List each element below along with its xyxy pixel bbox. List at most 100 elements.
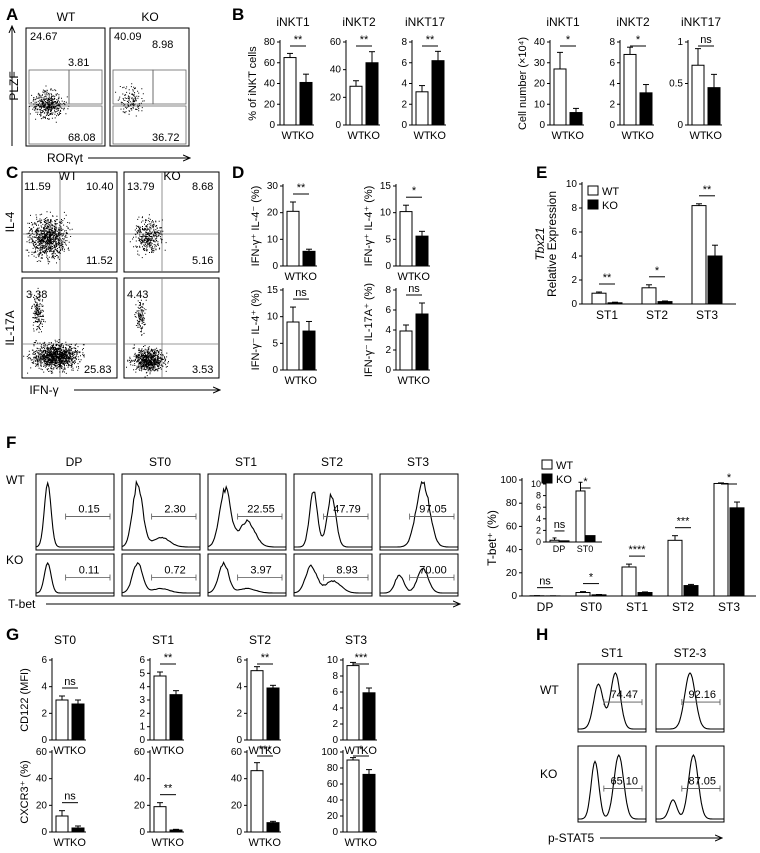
legend-label-ko: KO [556,474,572,486]
y-tick-label: 60 [330,37,342,48]
bar-ko [169,829,183,833]
bar-ko [639,92,653,126]
y-tick-label: 60 [327,779,339,790]
y-axis-label: Cell number (×10⁴) [517,37,529,130]
x-tick-label: KO [70,837,86,849]
x-tick-label: KO [361,837,377,849]
panel-f-row-wt: WT [6,473,25,487]
histogram-curve [35,480,114,548]
histogram-wt-st3: 97.05 [379,473,459,551]
y-tick-label: 40 [327,795,339,806]
significance-label: ** [360,34,369,46]
y-tick-label: 10 [267,234,279,245]
y-tick-label: 2 [139,708,145,719]
bar-wt-st3 [713,482,729,597]
y-tick-label: 4 [385,325,391,336]
significance-label: ** [297,182,306,194]
panel-c-ko-top-ur: 8.68 [192,181,213,193]
y-tick-label: 6 [139,655,145,666]
bar-chart-panel-b-4: 0 2 4 6 8 WT KO * iNKT2 [609,15,654,142]
bar-chart-panel-g-12: 0 2 4 6 WT KO ns ST0 CD122 (MFI) [19,633,86,757]
histogram-ko-st3: 70.00 [379,553,459,597]
y-tick-label: 5 [385,234,391,245]
bar-wt [623,53,637,126]
inset-bar-wt-dp [549,539,560,543]
bar-ko [71,703,85,741]
panel-c-wt-top-ur: 10.40 [86,181,114,193]
x-tick-label: KO [168,745,184,757]
y-tick-label: 8 [609,37,615,48]
y-tick-label: 20 [506,568,518,579]
panel-c-ko-bottom-lr: 3.53 [192,364,213,376]
x-tick-label: KO [568,130,584,142]
y-tick-label: 30 [534,58,546,69]
bar-chart-panel-f-11: 020406080100DPnsST0*ST1****ST2***ST3*T-b… [485,459,756,614]
panel-c-wt-bottom-plot [21,277,118,379]
bar-wt [399,211,413,267]
bar-wt [153,806,167,833]
y-tick-label: 20 [267,208,279,219]
y-tick-label: 40 [231,774,243,785]
histogram-frame [655,745,725,823]
gate-value: 87.05 [688,776,716,788]
bar-wt-st1 [621,566,637,597]
histogram-ko-st2-3: 87.05 [655,745,725,823]
chart-title: iNKT1 [546,15,580,29]
panel-letter-c: C [6,163,18,182]
histogram-frame [379,473,459,551]
bar-wt [286,210,300,267]
y-axis-label: Relative Expression [545,191,559,297]
histogram-ko-st1: 65.10 [577,745,647,823]
y-tick-label: 5 [139,668,145,679]
significance-label: ns [539,576,551,588]
flow-dot-cloud [134,299,147,336]
bar-wt [349,85,363,126]
histogram-curve [656,672,724,730]
histogram-frame [121,553,201,597]
histogram-frame [293,553,373,597]
significance-label: *** [259,744,273,756]
x-tick-label: WT [344,745,361,757]
bar-wt [55,699,69,741]
panel-a-title-ko: KO [141,10,158,24]
y-tick-label: 0 [385,261,391,272]
y-tick-label: 60 [134,747,146,758]
bar-ko [415,313,429,371]
y-tick-label: 0 [332,735,338,746]
y-tick-label: 2 [236,708,242,719]
x-tick-label: ST1 [596,308,618,322]
y-tick-label: 4 [609,79,615,90]
histogram-curve [656,753,724,820]
histogram-frame [35,473,115,551]
bar-wt [691,64,705,126]
y-tick-label: 2 [536,525,541,535]
x-tick-label: DP [537,600,554,614]
x-tick-label: KO [414,271,430,283]
chart-title: iNKT17 [405,15,445,29]
panel-h-row-wt: WT [540,683,559,697]
chart-title: iNKT2 [616,15,650,29]
x-tick-label: ST0 [580,600,602,614]
histogram-frame [35,553,115,597]
y-tick-label: 20 [36,800,48,811]
panel-a-ylabel: PLZF [7,71,21,100]
stage-label-st1: ST1 [601,646,623,660]
bar-chart-panel-b-2: 0 2 4 6 8 WT KO ** iNKT17 [401,15,446,142]
x-tick-label: WT [284,271,301,283]
y-tick-label: 30 [267,181,279,192]
histogram-frame [577,663,647,733]
y-tick-label: 2 [571,275,577,286]
x-tick-label: WT [551,130,568,142]
y-tick-label: 40 [264,79,276,90]
histogram-frame [207,553,287,597]
significance-label: ns [64,676,76,688]
significance-label: * [589,572,594,584]
bar-ko [362,692,376,741]
panel-letter-h: H [536,625,548,644]
x-tick-label: KO [430,130,446,142]
y-tick-label: 0 [539,120,545,131]
histogram-wt-st2: 47.79 [293,473,373,551]
inset-x-tick-label: DP [553,544,566,554]
panel-c-ylabel-top: IL-4 [3,211,17,232]
